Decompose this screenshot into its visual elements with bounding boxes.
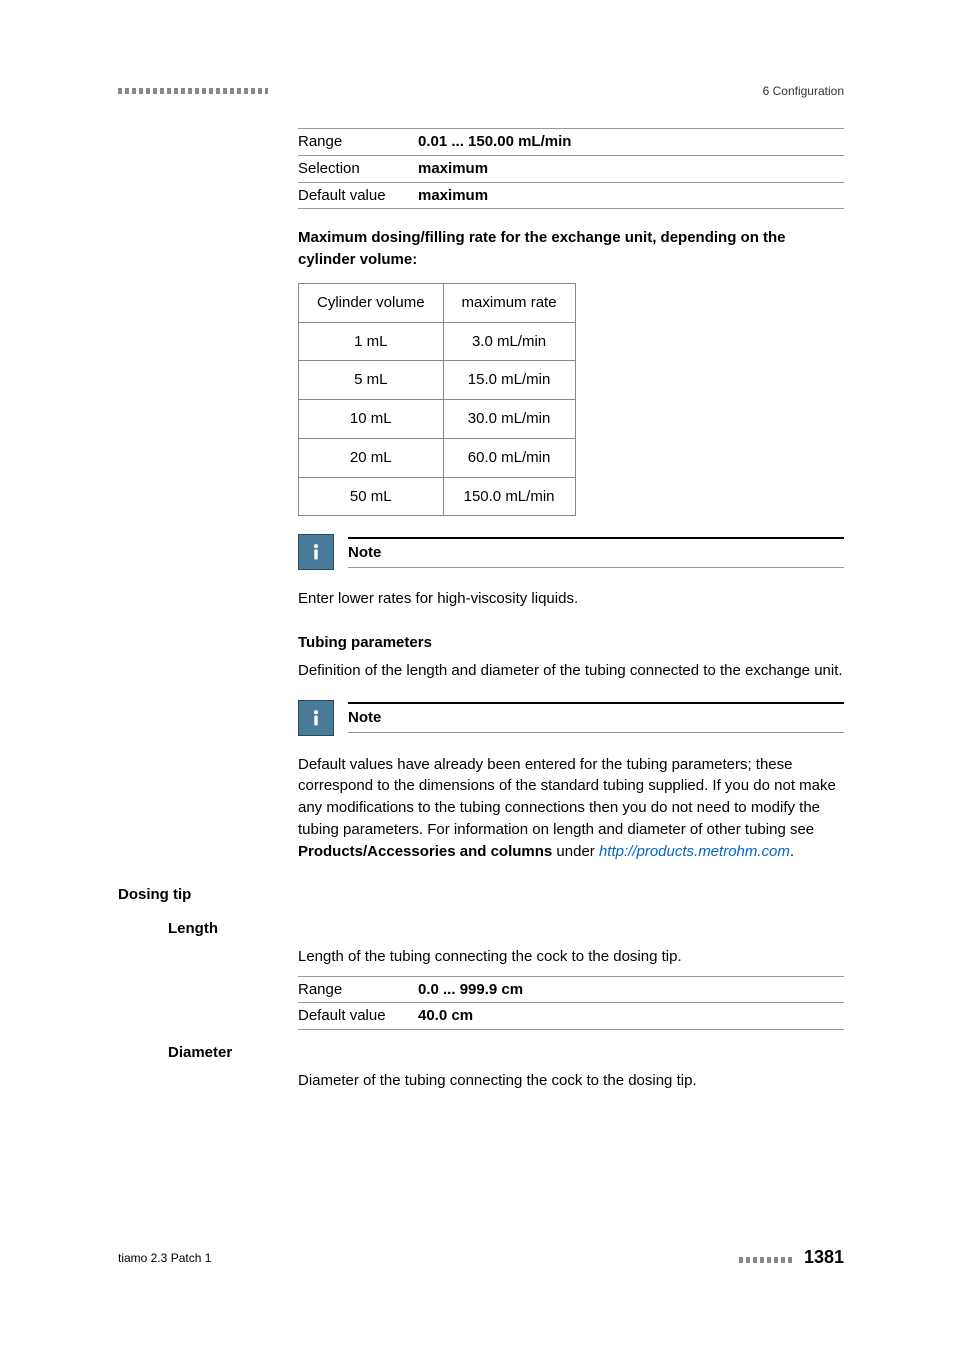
col-header: Cylinder volume (299, 283, 444, 322)
spec-value: 0.01 ... 150.00 mL/min (418, 131, 571, 153)
spec-row: Selection maximum (298, 156, 844, 183)
info-icon (298, 534, 334, 570)
note-body: Enter lower rates for high-viscosity liq… (298, 588, 844, 610)
diameter-desc: Diameter of the tubing connecting the co… (298, 1070, 844, 1092)
note-title: Note (348, 537, 844, 568)
spec-value: maximum (418, 158, 488, 180)
table-row: 20 mL 60.0 mL/min (299, 438, 576, 477)
table-row: 10 mL 30.0 mL/min (299, 400, 576, 439)
footer-left: tiamo 2.3 Patch 1 (118, 1251, 211, 1265)
spec-label: Default value (298, 1005, 418, 1027)
note-bold: Products/Accessories and columns (298, 843, 552, 860)
spec-value: maximum (418, 185, 488, 207)
max-rate-heading: Maximum dosing/filling rate for the exch… (298, 227, 844, 271)
header-bar-left (118, 88, 268, 94)
products-link[interactable]: http://products.metrohm.com (599, 843, 790, 860)
note-text: Default values have already been entered… (298, 756, 836, 838)
spec-row: Range 0.0 ... 999.9 cm (298, 976, 844, 1004)
table-row: 1 mL 3.0 mL/min (299, 322, 576, 361)
note-text: under (552, 843, 599, 860)
length-desc: Length of the tubing connecting the cock… (298, 946, 844, 968)
page-footer: tiamo 2.3 Patch 1 1381 (118, 1247, 844, 1268)
note-title: Note (348, 702, 844, 733)
spec-value: 40.0 cm (418, 1005, 473, 1027)
note-body: Default values have already been entered… (298, 754, 844, 863)
spec-value: 0.0 ... 999.9 cm (418, 979, 523, 1001)
page-header: 6 Configuration (118, 84, 844, 98)
table-row: 5 mL 15.0 mL/min (299, 361, 576, 400)
tubing-desc: Definition of the length and diameter of… (298, 660, 844, 682)
info-icon (298, 700, 334, 736)
footer-right: 1381 (739, 1247, 844, 1268)
note-block: Note Default values have already been en… (298, 700, 844, 863)
note-block: Note Enter lower rates for high-viscosit… (298, 534, 844, 610)
table-row: Cylinder volume maximum rate (299, 283, 576, 322)
footer-bar-right (739, 1257, 795, 1263)
table-row: 50 mL 150.0 mL/min (299, 477, 576, 516)
spec-row: Range 0.01 ... 150.00 mL/min (298, 128, 844, 156)
col-header: maximum rate (443, 283, 575, 322)
page-number: 1381 (804, 1247, 844, 1267)
spec-label: Selection (298, 158, 418, 180)
spec-label: Range (298, 131, 418, 153)
spec-row: Default value maximum (298, 183, 844, 210)
spec-label: Range (298, 979, 418, 1001)
spec-row: Default value 40.0 cm (298, 1003, 844, 1030)
tubing-heading: Tubing parameters (298, 632, 844, 654)
diameter-heading: Diameter (168, 1042, 844, 1064)
length-heading: Length (168, 918, 844, 940)
dosing-tip-heading: Dosing tip (118, 884, 844, 906)
header-section-label: 6 Configuration (763, 84, 844, 98)
cylinder-table: Cylinder volume maximum rate 1 mL 3.0 mL… (298, 283, 576, 517)
spec-label: Default value (298, 185, 418, 207)
note-text: . (790, 843, 794, 860)
